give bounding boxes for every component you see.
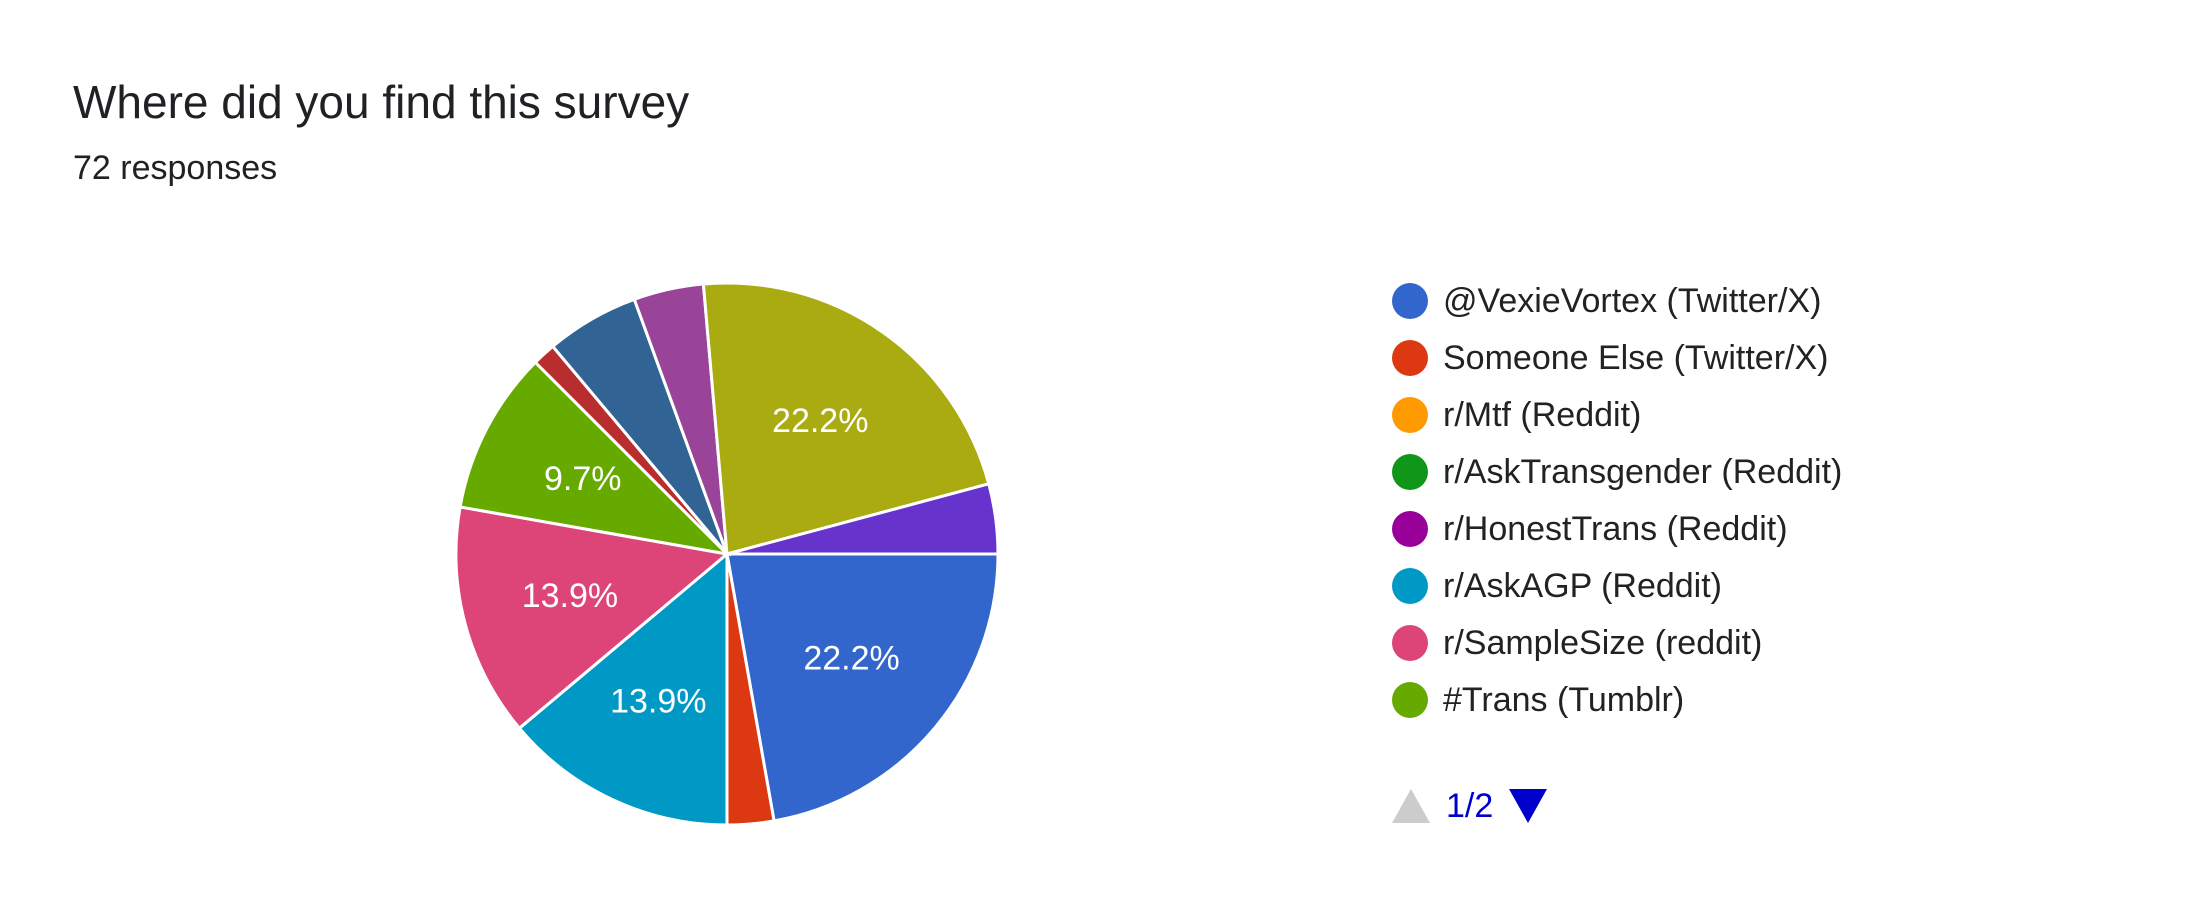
slice-label-9: 22.2% bbox=[772, 402, 868, 440]
legend-swatch bbox=[1392, 681, 1428, 718]
pie-slice-3[interactable] bbox=[517, 550, 729, 827]
legend-item[interactable]: r/SampleSize (reddit) bbox=[1392, 614, 1842, 671]
legend-swatch bbox=[1392, 453, 1428, 490]
legend: @VexieVortex (Twitter/X) Someone Else (Tw… bbox=[1392, 272, 1842, 728]
pie-slice-10[interactable] bbox=[726, 482, 1000, 556]
legend-page-indicator: 1/2 bbox=[1446, 786, 1494, 825]
legend-swatch bbox=[1392, 339, 1428, 376]
legend-label: r/AskAGP (Reddit) bbox=[1443, 566, 1723, 605]
legend-label: Someone Else (Twitter/X) bbox=[1443, 338, 1829, 377]
legend-swatch bbox=[1392, 510, 1428, 547]
slice-label-1: 22.2% bbox=[803, 640, 899, 678]
legend-label: r/SampleSize (reddit) bbox=[1443, 623, 1763, 662]
slice-label-4: 13.9% bbox=[522, 577, 618, 615]
legend-swatch bbox=[1392, 624, 1428, 661]
legend-item[interactable]: Someone Else (Twitter/X) bbox=[1392, 329, 1842, 386]
slice-label-5: 9.7% bbox=[544, 460, 622, 498]
legend-label: @VexieVortex (Twitter/X) bbox=[1443, 281, 1822, 320]
legend-label: r/HonestTrans (Reddit) bbox=[1443, 509, 1788, 548]
legend-item[interactable]: r/Mtf (Reddit) bbox=[1392, 386, 1842, 443]
legend-item[interactable]: #Trans (Tumblr) bbox=[1392, 671, 1842, 728]
legend-item[interactable]: r/AskTransgender (Reddit) bbox=[1392, 443, 1842, 500]
next-page-icon[interactable] bbox=[1509, 789, 1548, 823]
pie-chart: 22.2% 13.9% 13.9% 9.7% 22.2% bbox=[454, 281, 1000, 827]
slice-label-3: 13.9% bbox=[610, 682, 706, 720]
legend-label: #Trans (Tumblr) bbox=[1443, 680, 1685, 719]
legend-item[interactable]: r/HonestTrans (Reddit) bbox=[1392, 500, 1842, 557]
pie-slice-4[interactable] bbox=[454, 505, 731, 731]
previous-page-icon bbox=[1392, 789, 1430, 823]
legend-item[interactable]: r/AskAGP (Reddit) bbox=[1392, 557, 1842, 614]
legend-item[interactable]: @VexieVortex (Twitter/X) bbox=[1392, 272, 1842, 329]
pie-slice-1[interactable] bbox=[725, 552, 1000, 823]
legend-swatch bbox=[1392, 396, 1428, 433]
pie-slice-5[interactable] bbox=[458, 360, 732, 557]
legend-pager: 1/2 bbox=[1392, 784, 1548, 828]
legend-label: r/Mtf (Reddit) bbox=[1443, 395, 1642, 434]
pie-slice-9[interactable] bbox=[701, 281, 991, 556]
legend-swatch bbox=[1392, 567, 1428, 604]
legend-swatch bbox=[1392, 282, 1428, 319]
chart-title: Where did you find this survey bbox=[73, 76, 690, 128]
legend-label: r/AskTransgender (Reddit) bbox=[1443, 452, 1843, 491]
response-count: 72 responses bbox=[73, 149, 278, 187]
